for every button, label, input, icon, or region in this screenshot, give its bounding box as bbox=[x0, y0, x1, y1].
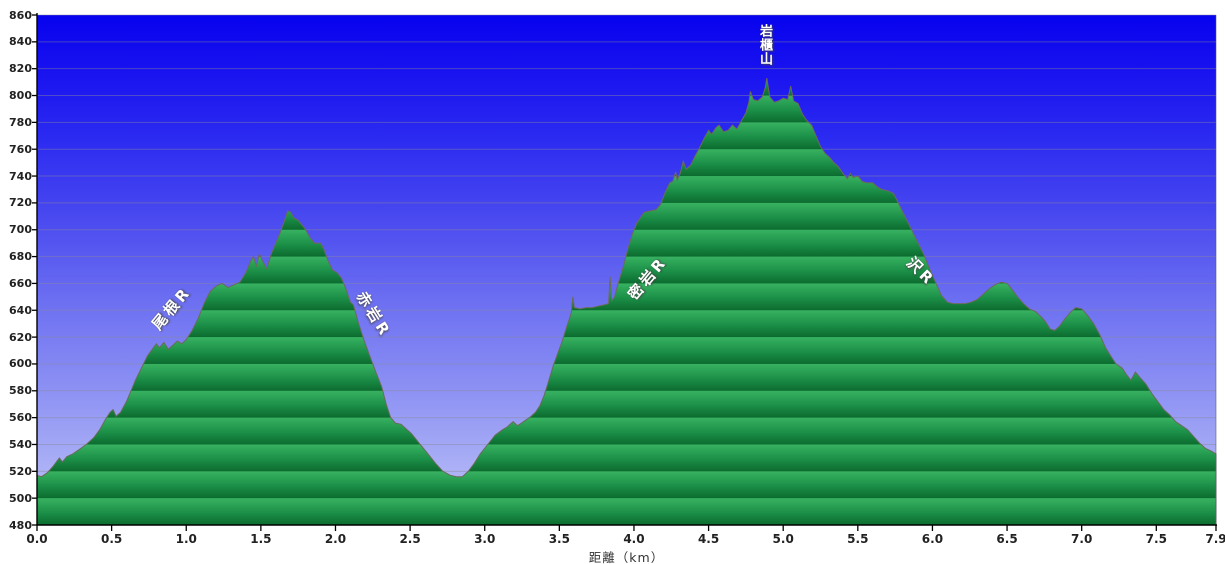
x-tick-label-7.5: 7.5 bbox=[1145, 532, 1167, 546]
x-tick-label-6.0: 6.0 bbox=[921, 532, 944, 546]
y-tick-label-820: 820 bbox=[9, 62, 32, 76]
y-tick-label-520: 520 bbox=[9, 464, 32, 478]
y-tick-label-680: 680 bbox=[9, 250, 32, 264]
y-tick-label-720: 720 bbox=[9, 196, 32, 210]
route-annotation-3: 岩櫃山 bbox=[756, 23, 772, 66]
y-tick-label-660: 660 bbox=[9, 276, 32, 290]
y-tick-label-860: 860 bbox=[9, 8, 32, 22]
y-tick-label-560: 560 bbox=[9, 411, 32, 425]
y-tick-label-480: 480 bbox=[9, 518, 32, 532]
x-tick-label-5.0: 5.0 bbox=[772, 532, 794, 546]
mountain-profile-area bbox=[36, 78, 1217, 526]
x-tick-label-0.0: 0.0 bbox=[26, 532, 48, 546]
x-tick-label-7.9: 7.9 bbox=[1205, 532, 1225, 546]
x-tick-label-3.5: 3.5 bbox=[548, 532, 570, 546]
y-tick-label-740: 740 bbox=[9, 169, 32, 183]
y-tick-label-580: 580 bbox=[9, 384, 32, 398]
x-tick-label-4.5: 4.5 bbox=[697, 532, 720, 546]
x-tick-label-1.0: 1.0 bbox=[175, 532, 197, 546]
y-tick-label-780: 780 bbox=[9, 115, 32, 129]
x-tick-label-1.5: 1.5 bbox=[250, 532, 272, 546]
x-tick-label-4.0: 4.0 bbox=[623, 532, 645, 546]
x-tick-label-3.0: 3.0 bbox=[474, 532, 496, 546]
x-tick-label-5.5: 5.5 bbox=[847, 532, 869, 546]
y-tick-label-540: 540 bbox=[9, 437, 32, 451]
y-tick-label-640: 640 bbox=[9, 303, 32, 317]
y-tick-label-620: 620 bbox=[9, 330, 32, 344]
y-tick-label-600: 600 bbox=[9, 357, 32, 371]
x-tick-label-2.5: 2.5 bbox=[399, 532, 421, 546]
x-tick-label-2.0: 2.0 bbox=[324, 532, 347, 546]
x-axis-title: 距離（km） bbox=[588, 550, 665, 564]
y-tick-label-760: 760 bbox=[9, 142, 32, 156]
y-tick-label-500: 500 bbox=[9, 491, 32, 505]
y-tick-label-840: 840 bbox=[9, 35, 32, 49]
x-tick-label-0.5: 0.5 bbox=[100, 532, 123, 546]
y-tick-label-700: 700 bbox=[9, 223, 32, 237]
y-tick-label-800: 800 bbox=[9, 89, 32, 103]
x-tick-label-7.0: 7.0 bbox=[1071, 532, 1093, 546]
x-tick-label-6.5: 6.5 bbox=[996, 532, 1018, 546]
